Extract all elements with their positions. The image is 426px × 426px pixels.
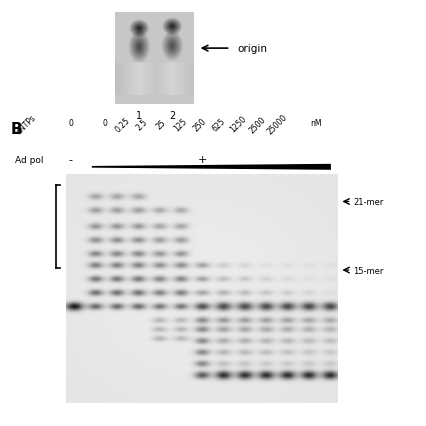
Text: 2500: 2500 [247, 115, 267, 135]
Text: +: + [198, 155, 207, 165]
Text: nM: nM [310, 119, 321, 128]
Text: 2.5: 2.5 [134, 117, 149, 132]
Text: 625: 625 [210, 116, 227, 133]
Text: dNTPs: dNTPs [14, 113, 37, 136]
Text: 1250: 1250 [227, 115, 248, 135]
Text: 125: 125 [172, 116, 188, 133]
Text: Ad pol: Ad pol [15, 155, 43, 164]
Text: 25: 25 [154, 118, 167, 131]
Text: 2: 2 [169, 111, 175, 121]
Text: 21-mer: 21-mer [352, 198, 383, 207]
Text: 1: 1 [135, 111, 142, 121]
Text: 15-mer: 15-mer [352, 266, 383, 275]
Text: origin: origin [236, 44, 266, 54]
Text: -: - [68, 155, 72, 165]
Text: B: B [11, 121, 22, 136]
Text: 25000: 25000 [265, 113, 289, 136]
Text: 0: 0 [68, 119, 73, 128]
Text: 0: 0 [102, 119, 107, 128]
Polygon shape [92, 164, 330, 170]
Text: 0.25: 0.25 [113, 115, 132, 134]
Text: 250: 250 [191, 116, 207, 133]
